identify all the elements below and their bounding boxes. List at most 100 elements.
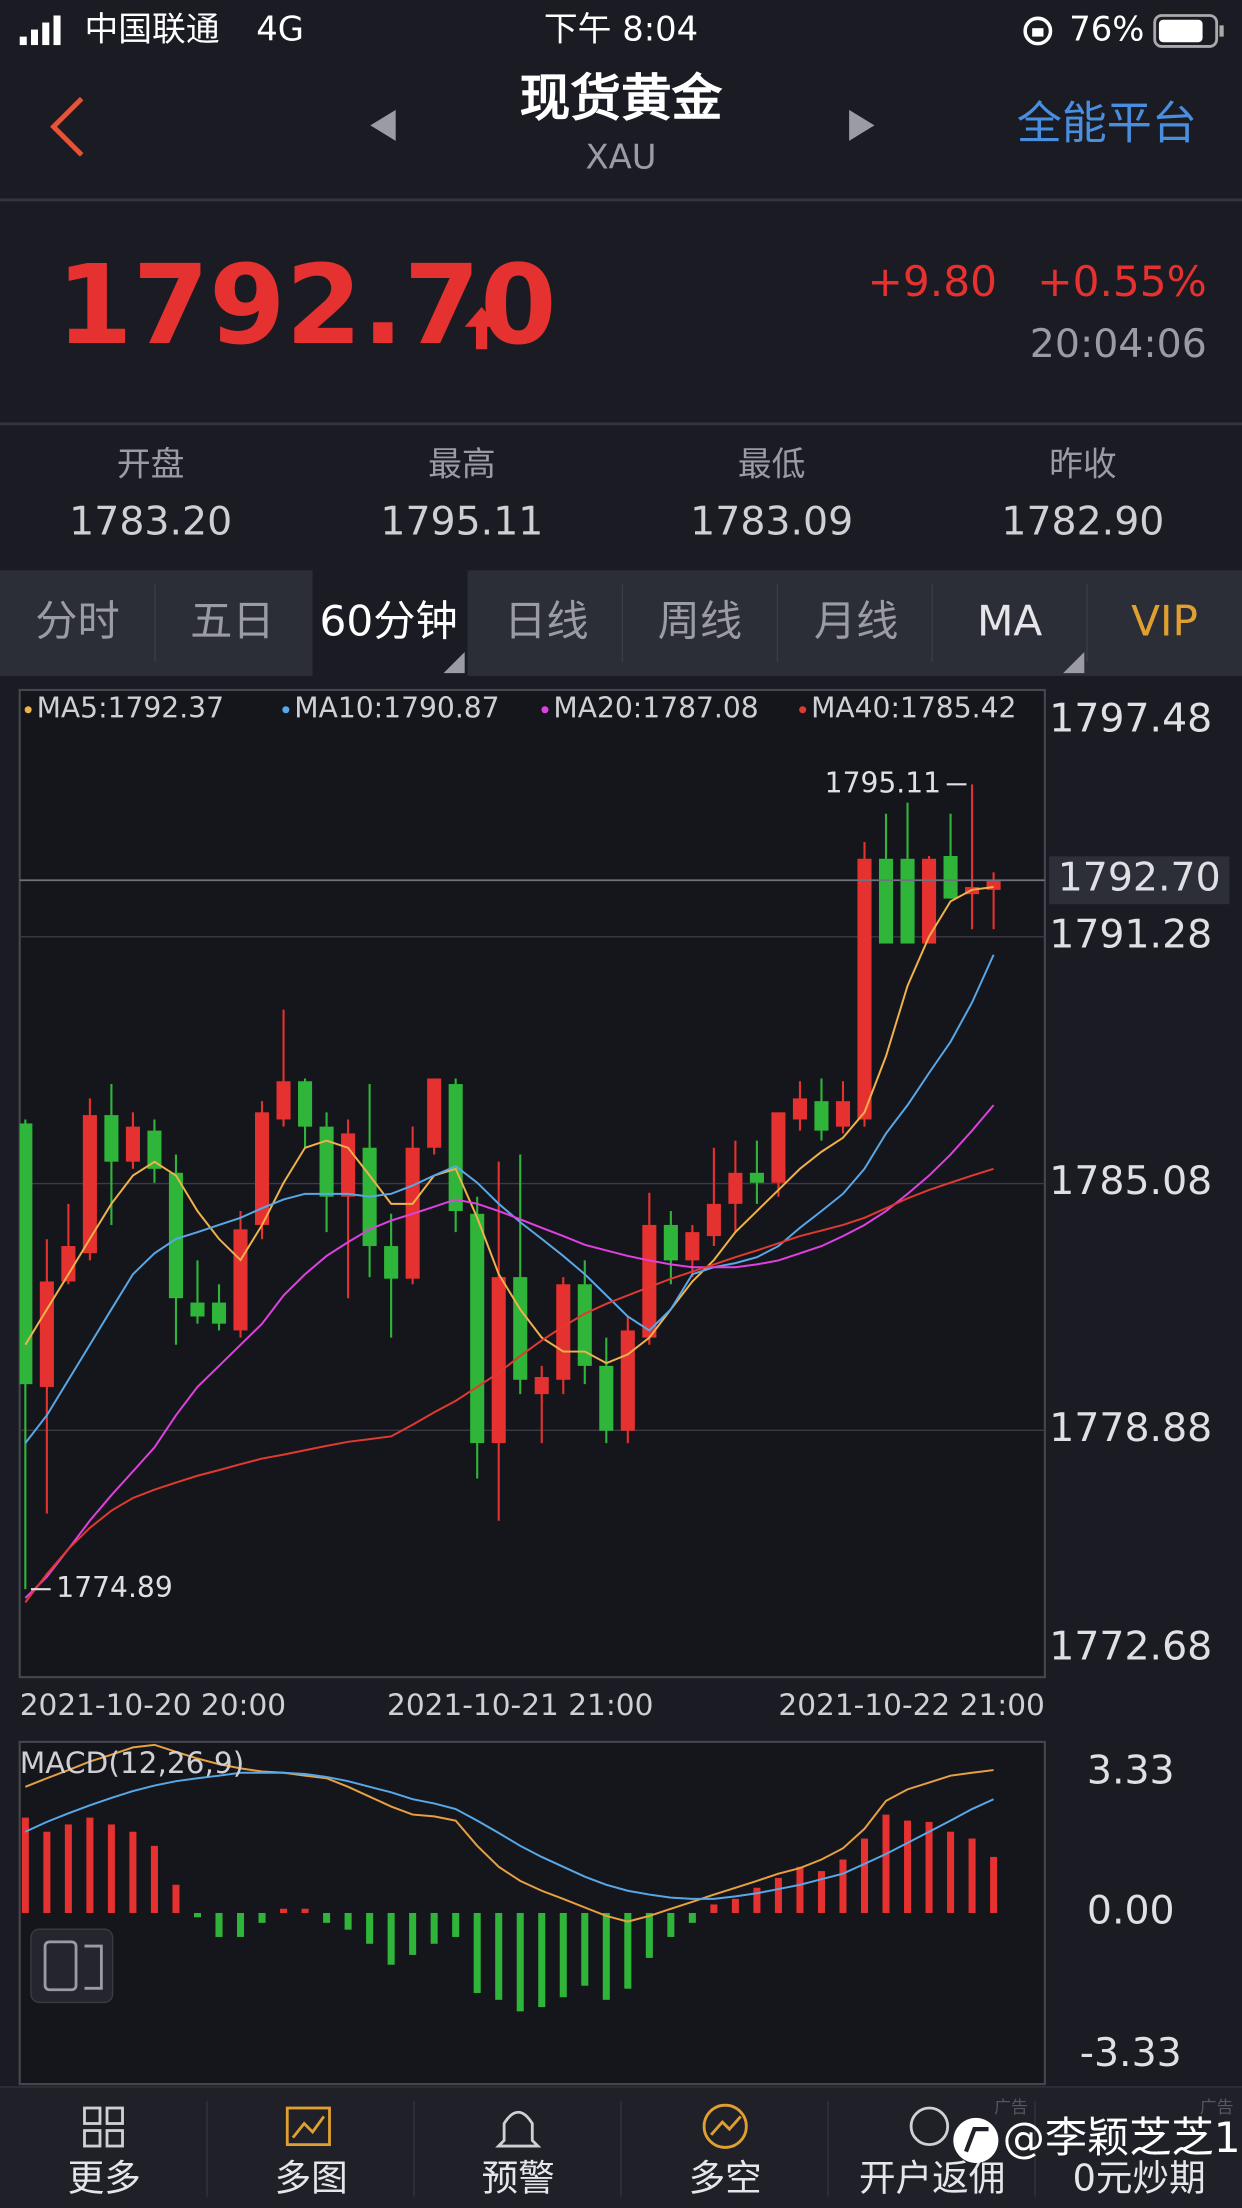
tab[interactable]: 五日 — [190, 596, 274, 645]
watermark-logo — [964, 2127, 989, 2153]
y-tick-label: 1785.08 — [1049, 1158, 1212, 1204]
candle-body — [168, 1172, 184, 1299]
nav-item[interactable]: 更多 — [68, 2156, 141, 2199]
macd-bar — [968, 1838, 976, 1913]
candle-body — [39, 1281, 54, 1387]
y-tick-label: 1791.28 — [1049, 911, 1212, 957]
nav-item[interactable]: 预警 — [482, 2156, 555, 2199]
signal — [19, 36, 27, 46]
battery — [1153, 14, 1219, 48]
tab[interactable]: VIP — [1131, 596, 1198, 645]
candle-body — [986, 880, 1001, 890]
macd-bar — [366, 1912, 374, 1944]
macd-bar — [473, 1912, 481, 1993]
macd-bar — [43, 1831, 51, 1913]
macd-bar — [882, 1814, 890, 1913]
candle-body — [125, 1126, 140, 1162]
stat-label: 昨收 — [1049, 445, 1117, 484]
nav-item[interactable]: 开户返佣 — [859, 2156, 1005, 2199]
macd-bar — [538, 1912, 546, 2008]
tab-corner — [1063, 651, 1085, 674]
stat-value: 1795.11 — [380, 498, 543, 544]
candle-body — [233, 1229, 248, 1331]
toggle-icon — [43, 1940, 78, 1992]
clock: 下午 8:04 — [544, 9, 698, 48]
status-bar: 中国联通 4G 下午 8:04 76% — [19, 9, 1224, 48]
macd-bar — [947, 1831, 955, 1913]
quote-time: 20:04:06 — [1030, 321, 1207, 367]
candle-body — [298, 1081, 313, 1127]
tab[interactable]: 月线 — [814, 596, 898, 645]
tab-active[interactable]: 60分钟 — [320, 596, 458, 645]
tab[interactable]: MA — [977, 596, 1042, 645]
y-tick-label: 1772.68 — [1049, 1623, 1212, 1669]
macd-bar — [86, 1817, 94, 1913]
macd-bar — [624, 1912, 632, 1989]
candle-body — [900, 858, 915, 944]
price: 1792.70 — [56, 241, 556, 369]
candle-body — [448, 1084, 463, 1212]
back-button[interactable] — [50, 96, 84, 157]
macd-bar — [516, 1912, 524, 2012]
stat-label: 开盘 — [117, 445, 185, 484]
macd-bar — [64, 1824, 72, 1913]
next-button[interactable] — [849, 109, 875, 141]
macd-bar — [21, 1817, 29, 1913]
signal — [42, 22, 50, 46]
macd-bar — [817, 1871, 825, 1913]
candle-body — [384, 1246, 399, 1279]
macd-bar — [602, 1912, 610, 2000]
candle-body — [341, 1133, 356, 1197]
macd-bar — [236, 1912, 245, 1937]
carrier: 中国联通 — [84, 9, 219, 48]
chart-layer: 1797.48 1791.28 1785.08 1778.88 1772.68 1792.… — [19, 692, 1230, 2076]
ma-line — [24, 1104, 995, 1599]
macd-title: MACD(12,26,9) — [20, 1746, 245, 1780]
candle-body — [577, 1284, 592, 1366]
candle-body — [685, 1232, 700, 1261]
macd-bar — [409, 1912, 417, 1955]
candle-body — [470, 1213, 485, 1444]
lock-icon — [1032, 28, 1044, 37]
bottom-nav: 更多 多图 预警 多空 开户返佣 0元炒期 广告 广告 @李颖芝芝1 — [0, 2086, 1242, 2208]
macd-bar — [645, 1912, 653, 1958]
tab[interactable]: 日线 — [504, 596, 588, 645]
tab[interactable]: 分时 — [35, 596, 119, 645]
macd-bar — [387, 1912, 395, 1965]
macd-bar — [452, 1912, 460, 1937]
macd-bar — [925, 1821, 933, 1913]
candle-body — [319, 1126, 334, 1197]
candle-body — [19, 1123, 33, 1385]
tab-bar-bg — [0, 570, 1242, 676]
stat-value: 1783.09 — [690, 498, 853, 544]
legend-dot — [541, 706, 549, 714]
stat-label: 最高 — [428, 445, 496, 484]
tab[interactable]: 周线 — [658, 596, 742, 645]
price-tag-label: 1792.70 — [1058, 855, 1221, 901]
platform-link[interactable]: 全能平台 — [1017, 97, 1197, 150]
nav-item[interactable]: 多空 — [689, 2156, 762, 2199]
nav-item[interactable]: 0元炒期 — [1073, 2156, 1206, 2199]
nav-item[interactable]: 多图 — [275, 2156, 348, 2199]
candle-body — [190, 1302, 205, 1317]
change: +9.80 — [868, 257, 997, 306]
candle-body — [61, 1246, 76, 1282]
watermark: @李颖芝芝1 — [1003, 2113, 1241, 2162]
macd-bar — [430, 1912, 438, 1944]
signal — [30, 29, 39, 46]
candle-body — [922, 858, 937, 944]
network: 4G — [256, 9, 304, 48]
subtitle: XAU — [586, 138, 657, 177]
stat-value: 1782.90 — [1001, 498, 1164, 544]
macd-bar — [193, 1912, 202, 1918]
ma-line — [24, 954, 995, 1444]
macd-bar — [710, 1904, 718, 1913]
active-tab-bg — [312, 570, 468, 676]
candle-body — [534, 1377, 549, 1395]
candle-body — [82, 1115, 97, 1254]
battery-level — [1158, 19, 1203, 43]
candle-body — [835, 1101, 851, 1127]
prev-button[interactable] — [370, 109, 396, 141]
